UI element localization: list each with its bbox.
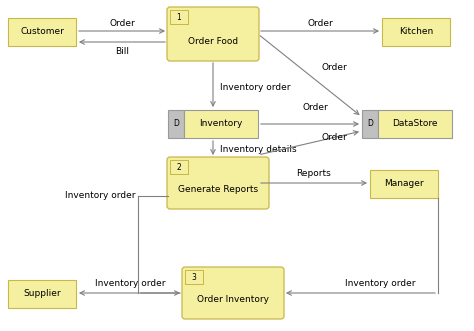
- Bar: [8, 18, 76, 46]
- Text: Supplier: Supplier: [23, 290, 61, 299]
- Text: 2: 2: [177, 163, 182, 171]
- Bar: [185, 270, 203, 284]
- Text: Inventory order: Inventory order: [95, 278, 165, 288]
- Text: Kitchen: Kitchen: [399, 27, 433, 36]
- FancyBboxPatch shape: [182, 267, 284, 319]
- Text: Order: Order: [307, 19, 333, 27]
- Text: Order: Order: [322, 64, 348, 72]
- FancyBboxPatch shape: [167, 7, 259, 61]
- Text: Order: Order: [322, 133, 348, 143]
- Text: Customer: Customer: [20, 27, 64, 36]
- Text: Order Food: Order Food: [188, 36, 238, 45]
- FancyBboxPatch shape: [167, 157, 269, 209]
- Bar: [378, 110, 452, 138]
- Text: Bill: Bill: [115, 48, 129, 57]
- Text: Order: Order: [302, 104, 328, 113]
- Bar: [170, 160, 188, 174]
- Text: Inventory: Inventory: [199, 119, 243, 128]
- Text: Reports: Reports: [297, 169, 331, 178]
- Bar: [8, 280, 76, 308]
- Text: Inventory order: Inventory order: [65, 192, 135, 201]
- Bar: [170, 10, 188, 24]
- Text: 3: 3: [191, 272, 196, 281]
- Bar: [362, 110, 378, 138]
- Text: 1: 1: [177, 13, 182, 22]
- Text: D: D: [173, 119, 179, 128]
- Text: Order Inventory: Order Inventory: [197, 296, 269, 305]
- Text: Manager: Manager: [384, 179, 424, 188]
- Bar: [370, 170, 438, 198]
- Bar: [184, 110, 258, 138]
- Text: Generate Reports: Generate Reports: [178, 185, 258, 195]
- Text: D: D: [367, 119, 373, 128]
- Bar: [382, 18, 450, 46]
- Bar: [168, 110, 184, 138]
- Text: Inventory order: Inventory order: [345, 278, 415, 288]
- Text: DataStore: DataStore: [392, 119, 438, 128]
- Text: Order: Order: [109, 19, 135, 27]
- Text: Inventory details: Inventory details: [220, 146, 297, 155]
- Text: Inventory order: Inventory order: [220, 83, 291, 92]
